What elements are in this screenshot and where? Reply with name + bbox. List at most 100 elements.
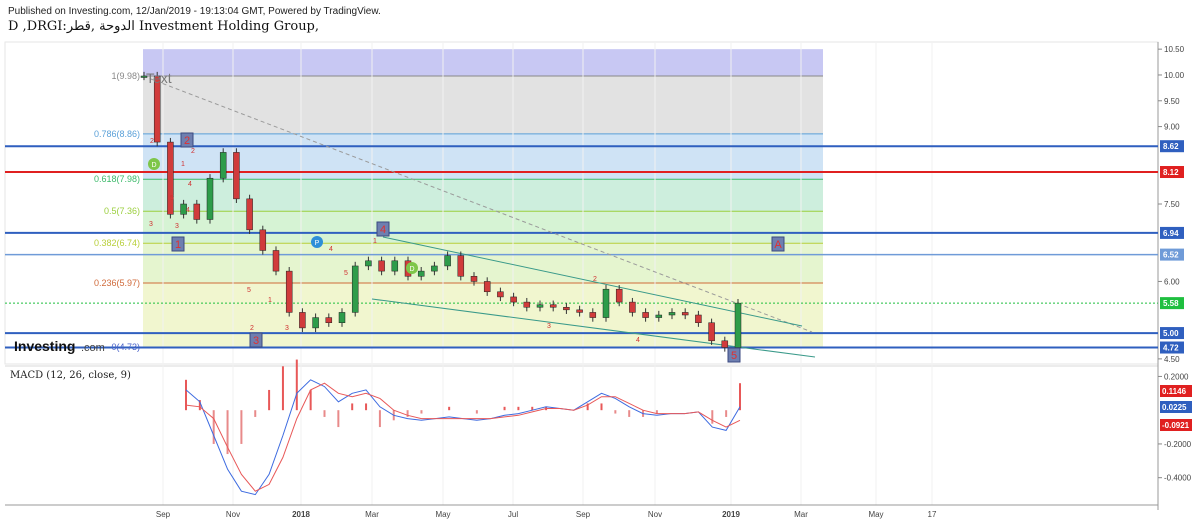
time-tick-label: Nov [226, 510, 240, 519]
candle-body [695, 314, 702, 323]
time-tick-label: 17 [928, 510, 937, 519]
candle-body [444, 255, 451, 267]
channel-upper-line[interactable] [382, 236, 803, 327]
candle-body [549, 304, 557, 308]
wave-count-label: 1 [268, 297, 272, 304]
candle-body [167, 141, 174, 215]
dashed-trendline[interactable] [142, 75, 813, 333]
candle-body [206, 177, 214, 220]
fib-zone [143, 211, 823, 244]
fib-level-label: 0.382(6.74) [94, 238, 140, 248]
time-tick-label: 2018 [292, 510, 310, 519]
candle-body [312, 317, 319, 329]
price-tag-label: 8.12 [1163, 168, 1179, 177]
macd-value-tag [1160, 401, 1192, 413]
wave-count-label: 3 [547, 323, 551, 330]
grid [4, 41, 1159, 510]
time-tick-label: Sep [156, 510, 171, 519]
last-price-tag-label: 5.58 [1163, 299, 1179, 308]
wave-count-label: 5 [170, 195, 174, 202]
candle-body [431, 265, 438, 272]
wave-box-label: 4 [380, 224, 386, 236]
wave-count-label: 2 [191, 148, 195, 155]
candle-body [457, 255, 465, 277]
candle-body [338, 312, 346, 323]
wave-box[interactable] [249, 332, 263, 348]
time-axis[interactable]: Sep Nov 2018 Mar May Jul Sep Nov 2019 Mar May 17 [156, 510, 937, 519]
price-tag [1160, 327, 1184, 340]
fibonacci-zones [143, 49, 823, 348]
candle-body [470, 276, 478, 282]
price-tick-label: 4.50 [1164, 355, 1180, 364]
wave-count-label: 3 [149, 221, 153, 228]
candle-body [510, 296, 517, 303]
fib-level-label: 0.786(8.86) [94, 129, 140, 139]
candle-body [708, 322, 715, 342]
macd-value-tag-label: 0.0225 [1162, 403, 1187, 412]
candle-body [681, 312, 689, 316]
price-tag [1160, 166, 1184, 179]
time-tick-label: 2019 [722, 510, 740, 519]
macd-value-tag-label: -0.0921 [1162, 421, 1190, 430]
wave-box[interactable] [180, 132, 194, 148]
wave-count-label: 5 [247, 287, 251, 294]
wave-box[interactable] [171, 236, 185, 252]
candle-body [193, 203, 201, 220]
candle-body [365, 260, 372, 267]
candle-body [734, 302, 742, 348]
signal-bubble[interactable] [148, 158, 160, 170]
macd-value-tag [1160, 419, 1192, 431]
price-tick-label: 10.50 [1164, 45, 1185, 54]
time-tick-label: Sep [576, 510, 591, 519]
candle-body [391, 260, 399, 272]
wave-count-label: 2 [593, 276, 597, 283]
time-tick-label: Jul [508, 510, 518, 519]
candle-body [272, 250, 280, 272]
candle-body [246, 198, 253, 231]
candle-body [721, 340, 729, 348]
price-tick-label: 9.00 [1164, 123, 1180, 132]
fib-level-label: 1(9.98) [111, 71, 140, 81]
fib-zone [143, 179, 823, 212]
price-tag-label: 6.94 [1163, 229, 1179, 238]
candle-body [351, 265, 359, 313]
candle-body [483, 281, 491, 293]
candle-body [536, 304, 544, 308]
wave-count-label: 4 [186, 207, 190, 214]
price-tag [1160, 248, 1184, 261]
time-tick-label: Mar [365, 510, 379, 519]
wave-box[interactable] [376, 221, 390, 237]
macd-tick-label: -0.4000 [1164, 474, 1192, 483]
price-tag [1160, 226, 1184, 239]
macd-pane: 0.2000 -0.2000 -0.4000 0.1146 0.0225 -0.0921 [185, 359, 1192, 496]
fib-zone [143, 76, 823, 134]
wave-count-label: 3 [285, 325, 289, 332]
time-tick-label: Mar [794, 510, 808, 519]
price-tag-label: 6.52 [1163, 251, 1179, 260]
price-axis[interactable]: 10.50 10.00 9.50 9.00 7.50 6.00 4.50 8.62 8.12 6.… [1158, 45, 1185, 364]
candle-body [259, 229, 267, 251]
horizontal-lines[interactable] [5, 145, 1158, 349]
wave-count-label: 2 [250, 325, 254, 332]
wave-box[interactable] [771, 236, 785, 252]
signal-bubble[interactable] [311, 236, 323, 248]
candle-body [523, 301, 531, 308]
candle-body [589, 312, 597, 318]
macd-value-tag-label: 0.1146 [1162, 387, 1187, 396]
wave-box[interactable] [727, 347, 741, 363]
time-tick-label: May [435, 510, 450, 519]
macd-tick-label: -0.2000 [1164, 440, 1192, 449]
fib-zone [143, 243, 823, 283]
time-tick-label: May [868, 510, 883, 519]
candle-body [615, 288, 623, 303]
macd-title: MACD (12, 26, close, 9) [10, 370, 131, 381]
fib-level-label: 0.618(7.98) [94, 174, 140, 184]
candle-body [417, 270, 425, 277]
signal-bubble[interactable] [406, 262, 418, 274]
fib-labels: 1(9.98) 0.786(8.86) 0.618(7.98) 0.5(7.36) 0.… [94, 71, 140, 352]
candle-body [563, 307, 570, 311]
price-tick-label: 7.50 [1164, 200, 1180, 209]
text-annotation[interactable]: Text [146, 70, 172, 86]
